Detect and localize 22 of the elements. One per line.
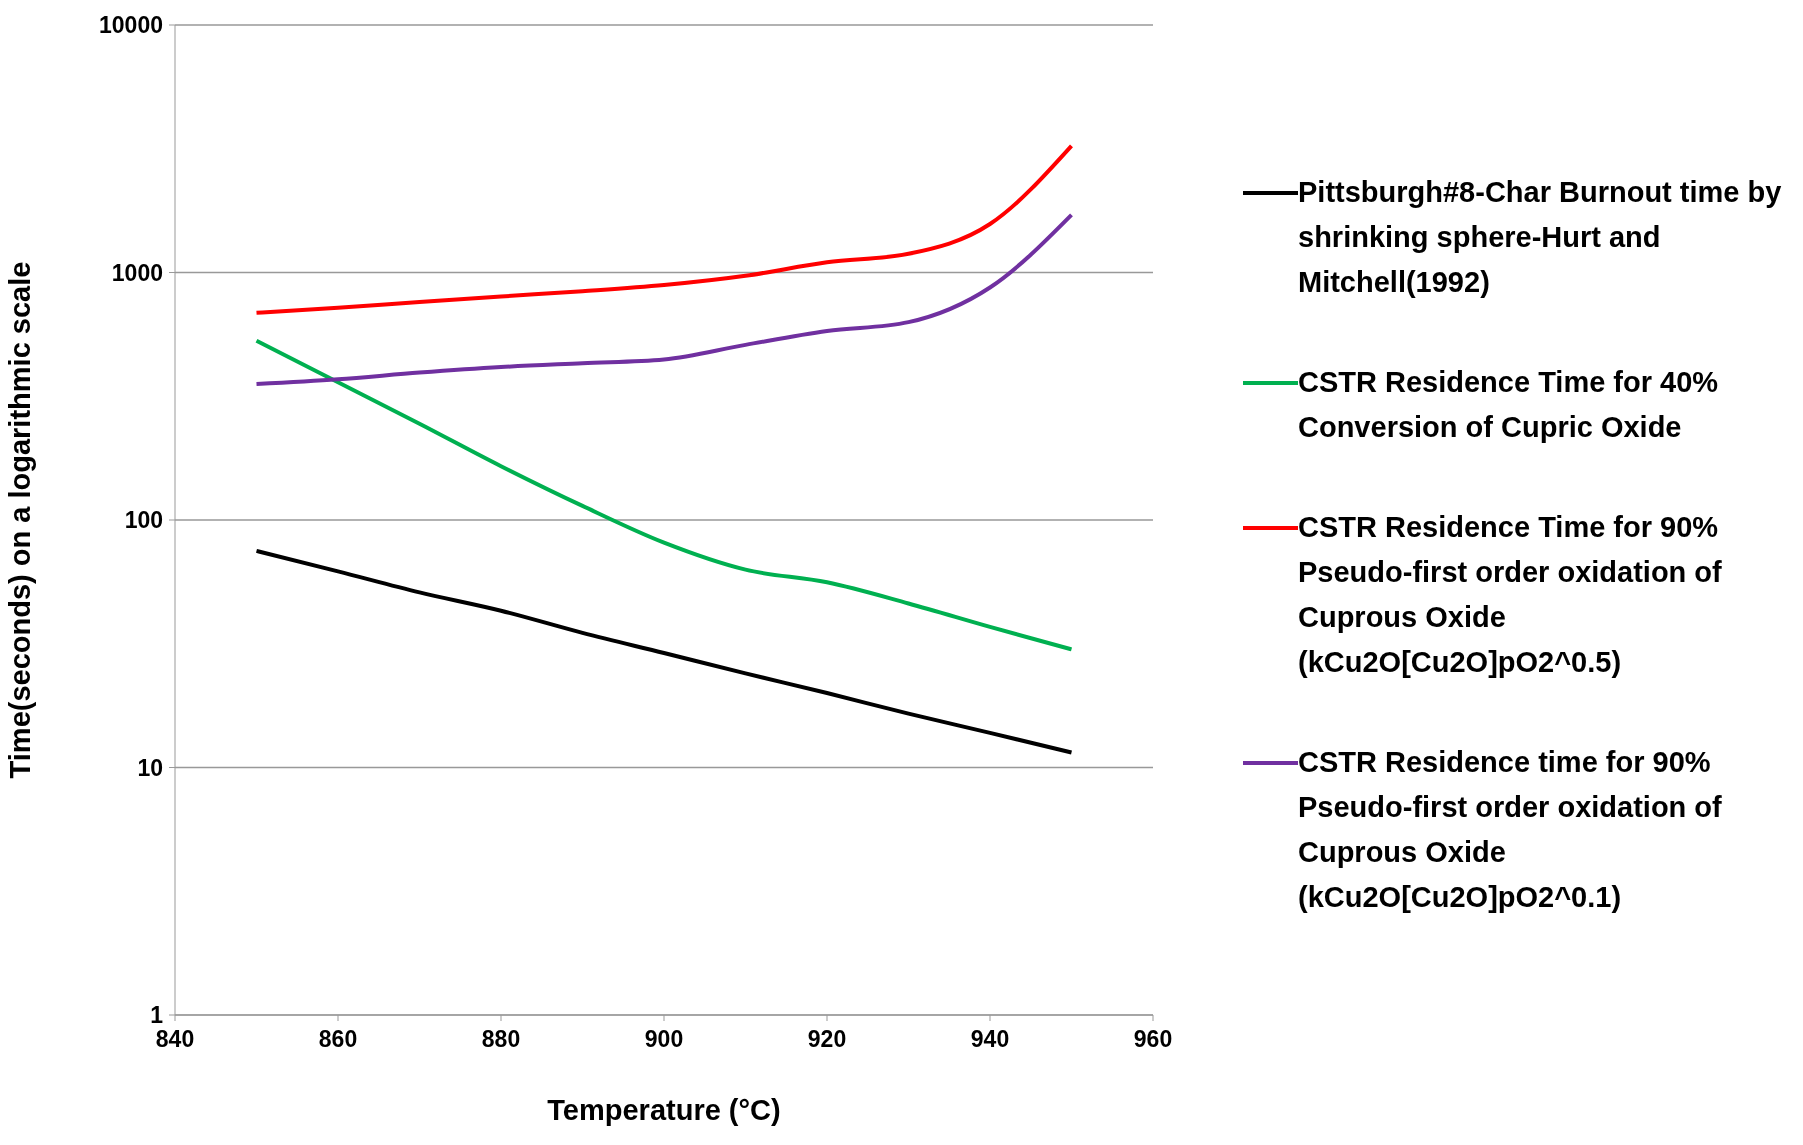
x-tick-label: 900 [644,1026,684,1053]
x-tick-label: 840 [155,1026,195,1053]
x-tick-label: 960 [1133,1026,1173,1053]
y-tick-label: 10000 [99,12,163,39]
line-series [254,548,1074,755]
legend-label: CSTR Residence Time for 90% Pseudo-first order oxidation of Cuprous Oxide (kCu2O[Cu2O]pO2^0.5) [1298,510,1723,680]
y-tick-label: 1000 [111,259,163,286]
line-series [254,338,1074,652]
y-tick-label: 100 [124,507,163,534]
y-tick-label: 10 [137,754,163,781]
line-series [254,143,1074,315]
x-tick-label: 880 [481,1026,521,1053]
y-tick-label: 1 [150,1002,164,1029]
line-series [254,212,1074,387]
legend-label: CSTR Residence time for 90% Pseudo-first order oxidation of Cuprous Oxide (kCu2O[Cu2O]pO2^0.1) [1298,745,1723,915]
legend-label: CSTR Residence Time for 40% Conversion of Cupric Oxide [1298,365,1720,445]
x-tick-label: 940 [970,1026,1010,1053]
x-tick-label: 860 [318,1026,358,1053]
y-axis-title: Time(seconds) on a logarithmic scale [4,261,37,779]
x-axis-title: Temperature (°C) [547,1094,781,1126]
x-tick-label: 920 [807,1026,847,1053]
legend-label: Pittsburgh#8-Char Burnout time by shrinking sphere-Hurt and Mitchell(1992) [1298,175,1783,300]
